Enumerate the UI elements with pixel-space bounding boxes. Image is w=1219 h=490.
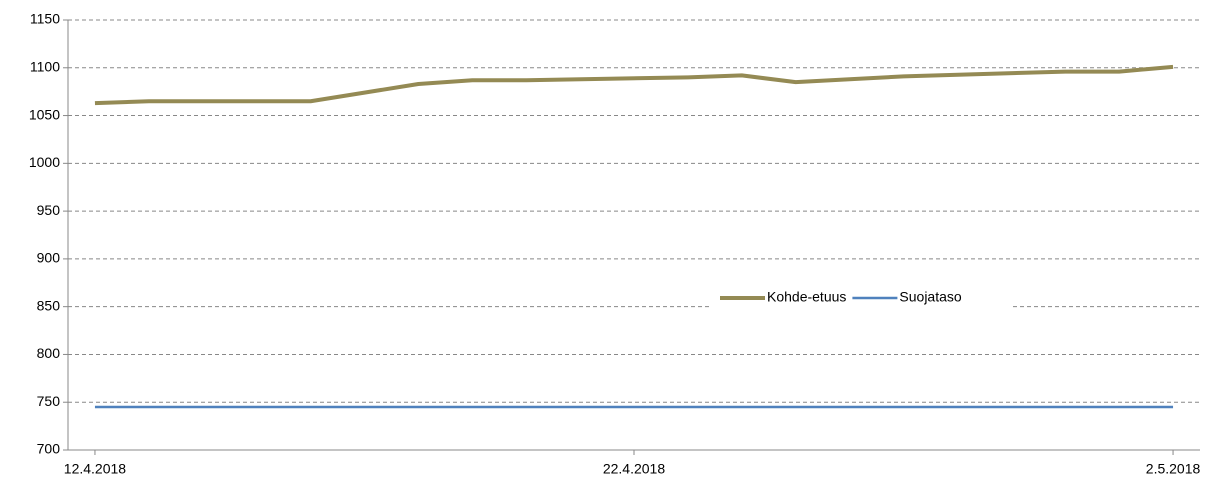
x-tick-label: 12.4.2018 xyxy=(64,461,126,477)
x-tick-label: 2.5.2018 xyxy=(1146,461,1201,477)
y-tick-label: 1150 xyxy=(30,11,60,27)
y-tick-label: 700 xyxy=(37,441,61,457)
y-tick-label: 750 xyxy=(37,393,61,409)
line xyxy=(94,64,1174,106)
y-tick-label: 1000 xyxy=(29,154,60,170)
y-tick-label: 950 xyxy=(37,202,61,218)
y-tick-label: 800 xyxy=(37,345,61,361)
y-tick-label: 1050 xyxy=(29,106,60,122)
y-tick-label: 900 xyxy=(37,250,61,266)
legend-label: Kohde-etuus xyxy=(767,289,846,305)
x-tick-label: 22.4.2018 xyxy=(603,461,665,477)
legend-label: Suojataso xyxy=(899,289,961,305)
y-tick-label: 1100 xyxy=(30,58,60,74)
y-tick-label: 850 xyxy=(37,297,61,313)
